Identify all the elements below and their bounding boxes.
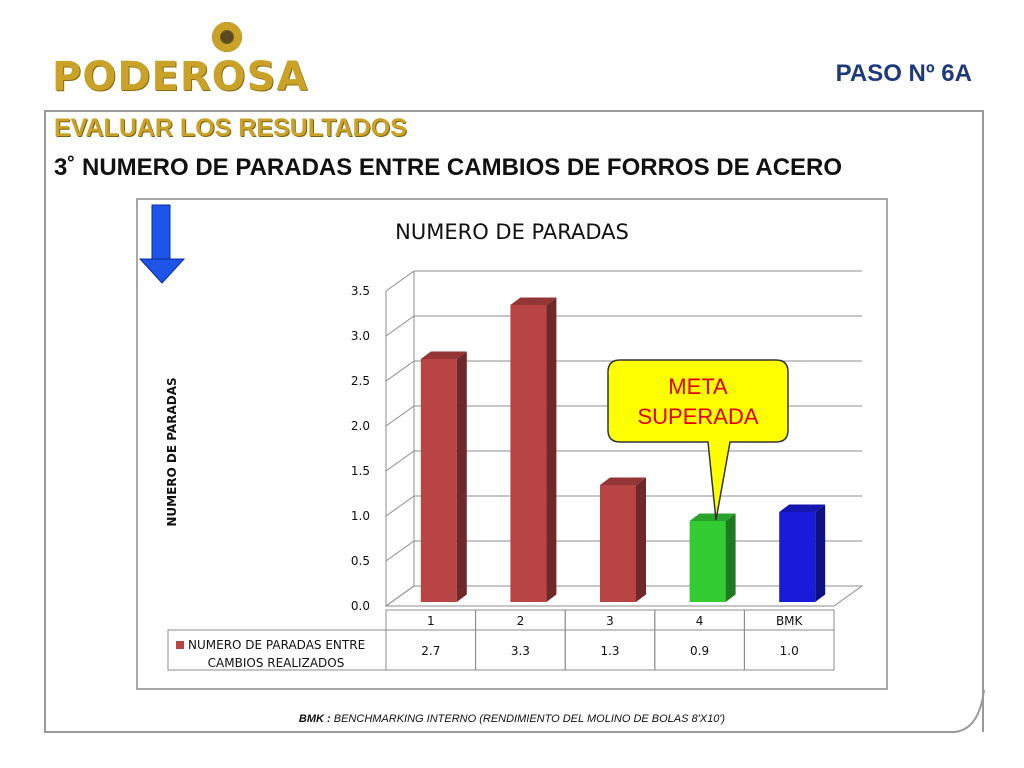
table-value-cell <box>743 629 835 671</box>
bar-top-bmk <box>779 504 826 512</box>
section-subtitle: 3˚ NUMERO DE PARADAS ENTRE CAMBIOS DE FO… <box>54 154 843 181</box>
gridline-side <box>385 315 415 337</box>
gridline-side <box>385 270 415 292</box>
bar-top-1 <box>420 351 467 359</box>
down-arrow-icon <box>139 204 186 284</box>
bar-side-1 <box>456 351 467 602</box>
frame-corner-curve <box>44 690 985 733</box>
y-tick-label: 1.0 <box>351 509 370 523</box>
bar-2 <box>510 305 547 602</box>
footnote: BMK : BENCHMARKING INTERNO (RENDIMIENTO … <box>0 713 1024 725</box>
x-tick-label: 1 <box>427 614 435 628</box>
poderosa-logo: PODEROSA <box>52 20 322 100</box>
y-axis-label: NUMERO DE PARADAS <box>165 377 179 526</box>
logo-emblem-icon <box>212 22 242 52</box>
y-tick-label: 2.0 <box>351 419 370 433</box>
section-title: EVALUAR LOS RESULTADOS <box>54 114 407 142</box>
bar-3 <box>600 485 636 602</box>
y-tick-label: 0.5 <box>351 554 370 568</box>
chart-floor <box>384 585 864 607</box>
bar-1 <box>420 359 457 602</box>
gridline-side <box>385 405 415 427</box>
data-label: 0.9 <box>690 644 709 658</box>
footnote-text: BENCHMARKING INTERNO (RENDIMIENTO DEL MO… <box>330 713 726 725</box>
content-frame <box>44 110 984 732</box>
gridline-side <box>385 360 415 382</box>
x-tick-label: BMK <box>776 614 804 628</box>
bar-top-2 <box>510 297 557 305</box>
y-tick-label: 3.5 <box>351 284 370 298</box>
y-tick-label: 3.0 <box>351 329 370 343</box>
y-tick-label: 1.5 <box>351 464 370 478</box>
callout-line1: META <box>668 374 728 399</box>
legend-swatch <box>176 641 184 649</box>
chart-container: NUMERO DE PARADAS NUMERO DE PARADAS 0.0 0.5… <box>136 198 888 690</box>
y-tick-label: 0.0 <box>351 599 370 613</box>
chart-title: NUMERO DE PARADAS <box>395 220 629 244</box>
bar-top-4 <box>689 513 736 521</box>
legend-label-line1: NUMERO DE PARADAS ENTRE <box>188 638 365 652</box>
data-label: 1.3 <box>600 644 619 658</box>
data-label: 2.7 <box>421 644 440 658</box>
bar-side-3 <box>636 477 646 602</box>
bar-side-4 <box>725 513 736 602</box>
bar-side-bmk <box>815 504 826 602</box>
x-tick-label: 3 <box>606 614 614 628</box>
gridline-side <box>385 450 415 472</box>
bar-bmk <box>779 512 816 602</box>
bar-top-3 <box>600 477 646 485</box>
gridline-side <box>385 495 415 517</box>
callout-bubble <box>607 359 789 521</box>
bar-4 <box>689 521 726 602</box>
x-tick-label: 2 <box>517 614 525 628</box>
bar-side-2 <box>546 297 557 602</box>
y-tick-label: 2.5 <box>351 374 370 388</box>
x-tick-label: 4 <box>696 614 704 628</box>
data-label: 1.0 <box>780 644 799 658</box>
legend-label-line2: CAMBIOS REALIZADOS <box>208 656 345 670</box>
data-label: 3.3 <box>511 644 530 658</box>
step-label: PASO Nº 6A <box>835 60 972 87</box>
bar-chart: NUMERO DE PARADAS NUMERO DE PARADAS 0.0 0.5… <box>165 220 864 671</box>
logo-text: PODEROSA <box>52 54 309 100</box>
callout-line2: SUPERADA <box>637 404 758 429</box>
gridline-side <box>385 540 415 562</box>
footnote-prefix: BMK : <box>298 713 331 725</box>
